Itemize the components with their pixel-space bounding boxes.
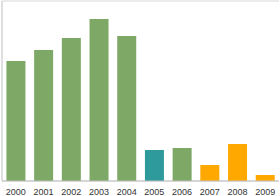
svg-text:2002: 2002 xyxy=(61,187,81,195)
svg-text:2007: 2007 xyxy=(200,187,220,195)
svg-text:2009: 2009 xyxy=(255,187,272,195)
svg-text:2006: 2006 xyxy=(172,187,192,195)
svg-text:2000: 2000 xyxy=(8,187,26,195)
svg-text:2003: 2003 xyxy=(89,187,109,195)
svg-text:2005: 2005 xyxy=(144,187,164,195)
svg-text:2001: 2001 xyxy=(34,187,54,195)
svg-text:2008: 2008 xyxy=(227,187,247,195)
svg-text:2004: 2004 xyxy=(117,187,137,195)
